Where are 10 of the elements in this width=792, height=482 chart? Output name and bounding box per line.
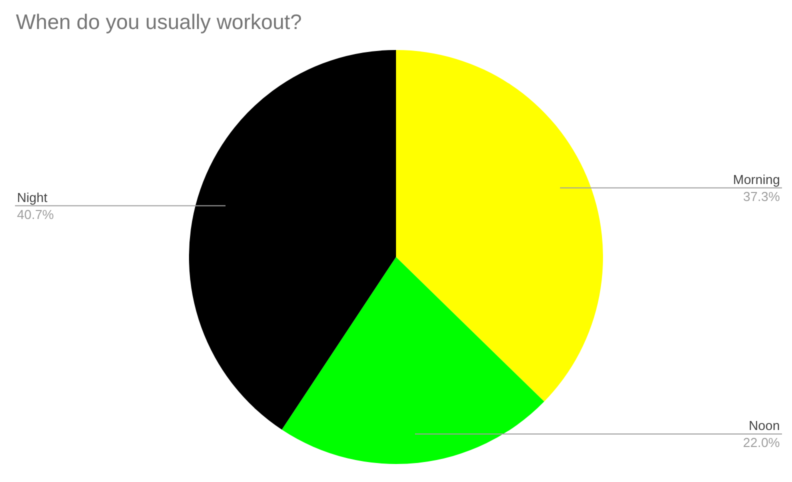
data-label: 22.0%: [743, 434, 780, 450]
slice-label: Night: [17, 190, 48, 205]
pie-slice: [282, 257, 544, 464]
pie-slice: [189, 50, 396, 430]
data-label: 40.7%: [17, 206, 54, 222]
slice-label: Noon: [748, 418, 780, 433]
chart-title: When do you usually workout?: [16, 11, 302, 34]
data-label: 37.3%: [743, 188, 780, 204]
pie-slice: [396, 50, 603, 402]
slice-label: Morning: [733, 172, 780, 187]
